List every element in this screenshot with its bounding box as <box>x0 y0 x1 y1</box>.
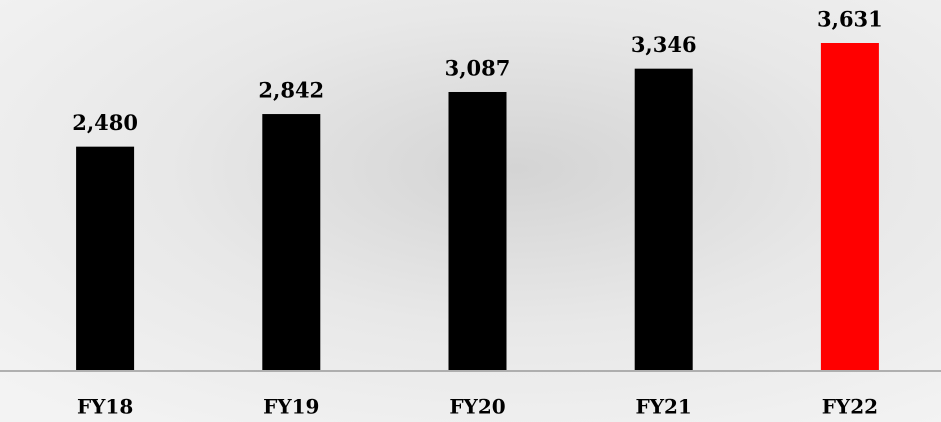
x-tick-label: FY18 <box>77 395 133 419</box>
value-label: 3,631 <box>817 7 883 32</box>
value-label: 2,842 <box>258 78 324 103</box>
x-tick-label: FY22 <box>822 395 878 419</box>
x-tick-label: FY20 <box>449 395 505 419</box>
value-label: 3,346 <box>631 32 697 57</box>
x-tick-label: FY21 <box>636 395 692 419</box>
bar <box>634 68 693 371</box>
bar <box>76 146 135 370</box>
bar <box>262 114 321 370</box>
x-tick-label: FY19 <box>263 395 319 419</box>
value-label: 2,480 <box>72 110 138 135</box>
bar <box>448 91 507 371</box>
value-label: 3,087 <box>445 55 511 80</box>
bar <box>820 43 879 370</box>
